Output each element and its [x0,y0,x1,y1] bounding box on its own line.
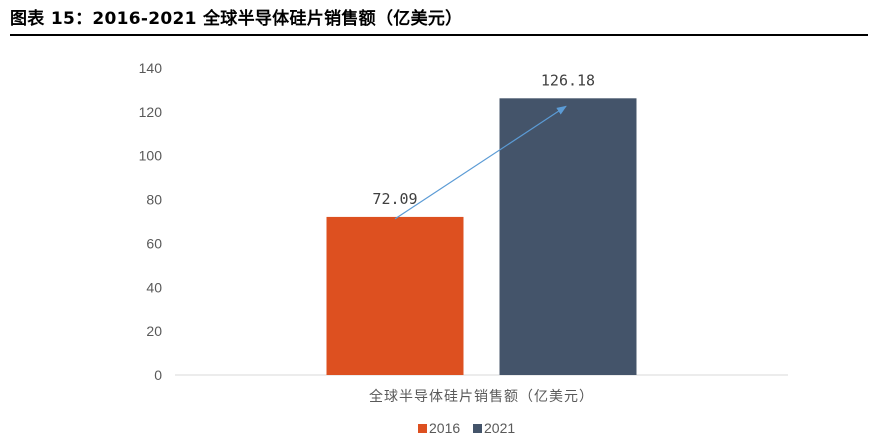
bars-group [326,98,637,375]
figure-title: 图表 15：2016-2021 全球半导体硅片销售额（亿美元） [10,9,463,29]
y-tick-label: 60 [146,235,162,251]
data-labels-group: 72.09 126.18 [372,71,595,208]
y-tick-label: 0 [154,367,162,383]
y-tick-label: 20 [146,323,162,339]
bar-2016 [326,216,464,375]
trend-arrow [394,105,567,220]
legend: 2016 2021 [418,420,515,436]
x-axis-label: 全球半导体硅片销售额（亿美元） [369,388,594,405]
y-tick-label: 120 [139,104,163,120]
data-label-2016: 72.09 [372,190,417,208]
legend-label-2016: 2016 [429,420,460,436]
y-tick-label: 100 [139,148,163,164]
legend-swatch-2021 [473,424,482,433]
legend-label-2021: 2021 [484,420,515,436]
y-axis-ticks: 0 20 40 60 80 100 120 140 [139,60,163,383]
y-tick-label: 80 [146,192,162,208]
bar-2021 [499,98,637,375]
title-divider [10,34,868,36]
legend-swatch-2016 [418,424,427,433]
y-tick-label: 140 [139,60,163,76]
y-tick-label: 40 [146,279,162,295]
data-label-2021: 126.18 [541,71,595,89]
